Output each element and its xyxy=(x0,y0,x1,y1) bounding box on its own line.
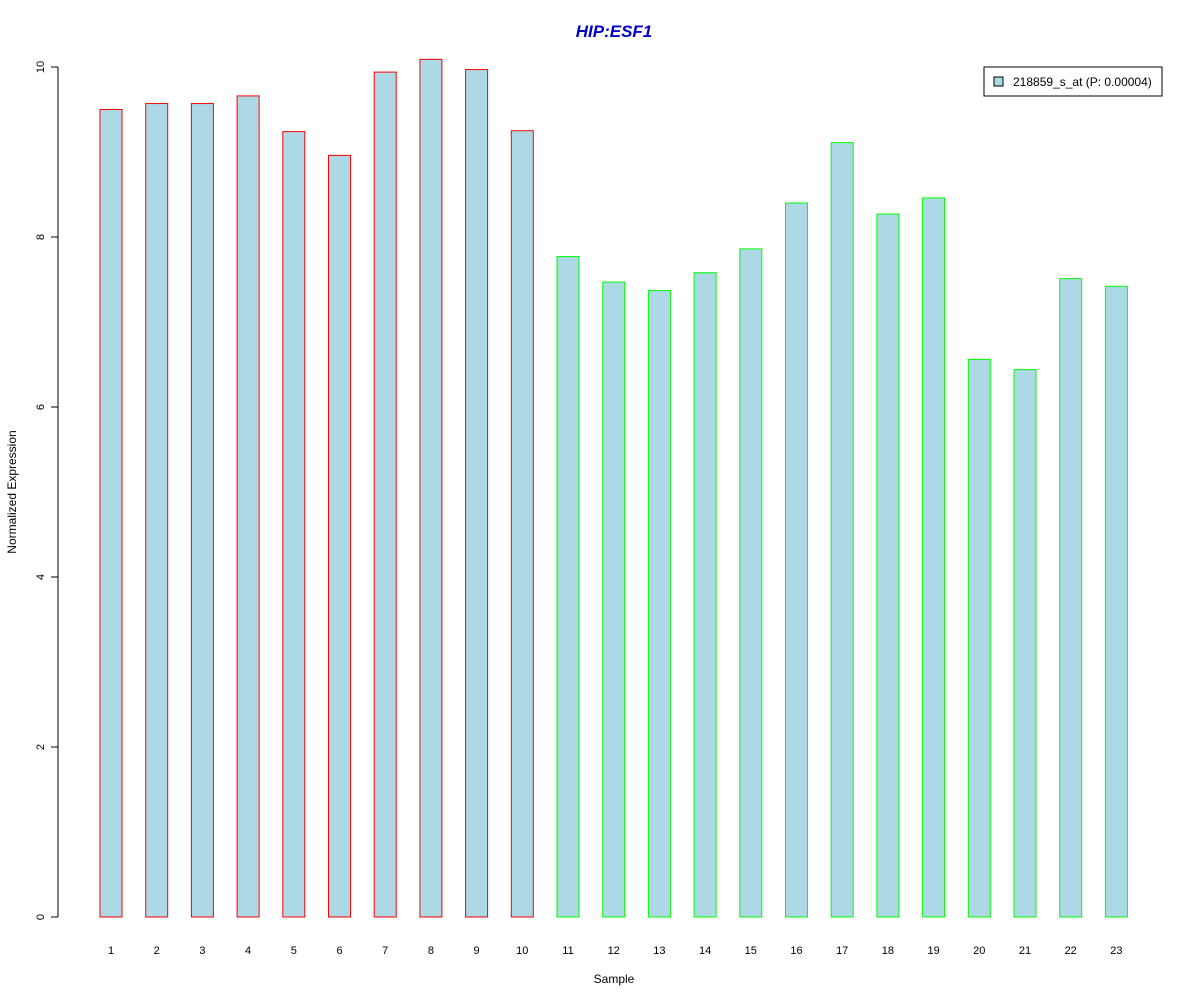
x-tick-label: 10 xyxy=(516,945,528,957)
legend-series-label: 218859_s_at (P: 0.00004) xyxy=(1013,75,1152,89)
x-tick-label: 3 xyxy=(199,945,205,957)
x-tick-label: 16 xyxy=(790,945,802,957)
legend-swatch xyxy=(993,76,1004,87)
bar-sample-4 xyxy=(236,95,260,918)
legend: 218859_s_at (P: 0.00004) xyxy=(983,66,1163,97)
bar-sample-23 xyxy=(1104,285,1128,918)
bar-sample-15 xyxy=(739,248,763,918)
bar-sample-1 xyxy=(99,109,123,918)
x-tick-label: 21 xyxy=(1019,945,1031,957)
y-tick-label: 6 xyxy=(35,404,47,410)
x-tick-label: 7 xyxy=(382,945,388,957)
x-tick-label: 11 xyxy=(562,945,573,957)
x-tick-label: 17 xyxy=(836,945,848,957)
bar-sample-12 xyxy=(602,281,626,918)
x-tick-label: 23 xyxy=(1110,945,1122,957)
y-tick-label: 0 xyxy=(35,914,47,920)
x-tick-label: 5 xyxy=(291,945,297,957)
bar-sample-7 xyxy=(373,71,397,918)
bar-sample-22 xyxy=(1059,278,1083,918)
bar-sample-11 xyxy=(556,256,580,918)
bar-sample-5 xyxy=(282,131,306,918)
y-tick-label: 2 xyxy=(35,744,47,750)
x-tick-label: 4 xyxy=(245,945,251,957)
bar-sample-10 xyxy=(510,130,534,918)
x-tick-label: 2 xyxy=(154,945,160,957)
bar-sample-3 xyxy=(190,103,214,918)
bar-sample-14 xyxy=(693,272,717,918)
y-axis-ticks: 0 2 4 6 8 10 xyxy=(35,61,58,920)
y-tick-label: 8 xyxy=(35,234,47,240)
y-tick-label: 4 xyxy=(35,574,47,580)
x-tick-label: 9 xyxy=(474,945,480,957)
x-tick-label: 12 xyxy=(608,945,620,957)
bar-sample-18 xyxy=(876,213,900,918)
bar-sample-19 xyxy=(922,197,946,918)
bars-group xyxy=(99,58,1128,918)
bar-sample-21 xyxy=(1013,369,1037,918)
legend-box xyxy=(983,66,1163,97)
x-tick-label: 8 xyxy=(428,945,434,957)
bar-sample-16 xyxy=(785,202,808,918)
x-axis-label: Sample xyxy=(594,972,635,986)
x-tick-label: 18 xyxy=(882,945,894,957)
bar-sample-13 xyxy=(647,290,671,918)
chart-title: HIP:ESF1 xyxy=(576,22,653,41)
x-tick-label: 19 xyxy=(927,945,939,957)
x-tick-label: 15 xyxy=(745,945,757,957)
y-axis-label: Normalized Expression xyxy=(5,430,19,553)
bar-sample-8 xyxy=(419,58,443,918)
x-tick-label: 1 xyxy=(108,945,114,957)
bar-sample-9 xyxy=(465,69,489,918)
x-tick-label: 14 xyxy=(699,945,711,957)
bar-sample-2 xyxy=(145,103,169,918)
x-axis-tick-labels: 1 2 3 4 5 6 7 8 9 10 11 12 13 14 15 16 17 18 19 20 21 22 23 xyxy=(108,945,1123,957)
y-tick-label: 10 xyxy=(35,61,47,73)
bar-sample-17 xyxy=(830,142,854,918)
x-tick-label: 13 xyxy=(653,945,665,957)
bar-sample-20 xyxy=(967,358,991,918)
x-tick-label: 20 xyxy=(973,945,985,957)
bar-sample-6 xyxy=(328,154,351,918)
x-tick-label: 22 xyxy=(1065,945,1077,957)
x-tick-label: 6 xyxy=(336,945,342,957)
